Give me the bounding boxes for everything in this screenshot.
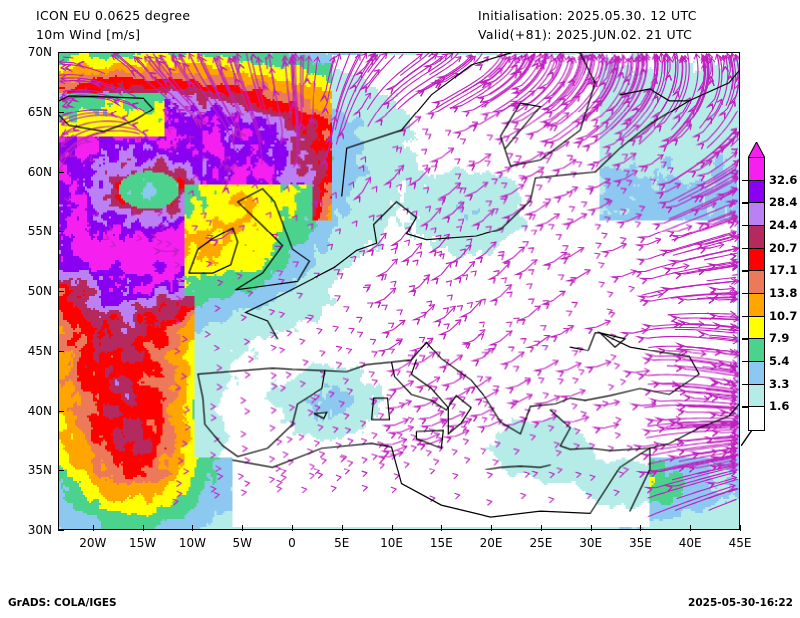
y-tick-label: 50N xyxy=(27,284,52,298)
wind-speed-field xyxy=(59,53,739,529)
colorbar-band xyxy=(749,203,764,226)
colorbar-band xyxy=(749,361,764,385)
x-tick-label: 5W xyxy=(232,536,252,550)
colorbar-tick-label: 7.9 xyxy=(769,331,790,346)
y-tick-mark xyxy=(58,171,64,173)
y-tick-label: 45N xyxy=(27,343,52,358)
colorbar-tick-mark xyxy=(742,383,749,386)
valid-time: Valid(+81): 2025.JUN.02. 21 UTC xyxy=(478,27,693,42)
colorbar-tick-mark xyxy=(742,247,749,250)
colorbar-tick-label: 5.4 xyxy=(769,354,790,368)
colorbar-tick-mark xyxy=(742,225,749,227)
model-title: ICON EU 0.0625 degree xyxy=(36,8,191,23)
colorbar-tick-mark xyxy=(742,406,749,408)
x-tick-mark xyxy=(192,525,194,531)
x-tick-mark xyxy=(391,525,393,531)
x-tick-mark xyxy=(291,525,293,531)
y-tick-mark xyxy=(58,350,64,352)
colorbar-tick-label: 24.4 xyxy=(769,218,798,232)
x-tick-label: 35E xyxy=(629,536,652,550)
variable-title: 10m Wind [m/s] xyxy=(36,27,141,42)
x-tick-mark xyxy=(540,525,542,531)
streamline-layer xyxy=(59,53,739,529)
colorbar-tick-mark xyxy=(742,315,749,318)
x-tick-mark xyxy=(242,525,244,531)
colorbar-band xyxy=(749,339,764,362)
colorbar-band xyxy=(749,225,764,249)
colorbar-tick-label: 28.4 xyxy=(769,195,798,210)
colorbar-tick-label: 10.7 xyxy=(769,308,798,323)
y-tick-label: 35N xyxy=(27,463,52,478)
colorbar[interactable] xyxy=(748,157,765,431)
x-tick-label: 25E xyxy=(529,536,553,550)
y-tick-mark xyxy=(58,231,64,233)
colorbar-tick-mark xyxy=(742,179,749,182)
x-tick-label: 10W xyxy=(178,536,206,550)
colorbar-tick-label: 3.3 xyxy=(769,376,790,391)
colorbar-tick-mark xyxy=(742,293,749,295)
x-tick-label: 20E xyxy=(479,536,503,550)
y-tick-label: 40N xyxy=(27,403,52,418)
x-tick-mark xyxy=(92,525,94,531)
colorbar-band xyxy=(749,271,764,294)
colorbar-band xyxy=(749,180,764,204)
colorbar-tick-mark xyxy=(742,338,749,340)
colorbar-tail-icon xyxy=(741,430,753,446)
y-tick-mark xyxy=(58,291,64,292)
y-tick-mark xyxy=(58,410,64,412)
colorbar-band xyxy=(749,407,764,430)
y-tick-label: 65N xyxy=(27,104,52,119)
colorbar-tick-label: 20.7 xyxy=(769,240,798,255)
x-tick-label: 40E xyxy=(678,536,702,550)
colorbar-tick-mark xyxy=(742,361,749,363)
x-tick-label: 20W xyxy=(79,536,107,550)
colorbar-band xyxy=(749,316,764,340)
colorbar-tick-label: 13.8 xyxy=(769,286,798,300)
x-tick-label: 30E xyxy=(579,536,603,550)
y-tick-label: 70N xyxy=(27,45,52,59)
colorbar-tick-label: 1.6 xyxy=(769,399,790,414)
y-tick-label: 30N xyxy=(27,523,52,537)
colorbar-band xyxy=(749,384,764,408)
x-tick-mark xyxy=(142,525,144,531)
initialisation-time: Initialisation: 2025.05.30. 12 UTC xyxy=(478,8,697,23)
x-tick-label: 5E xyxy=(334,536,350,550)
colorbar-tick-mark xyxy=(742,202,749,204)
y-tick-label: 55N xyxy=(27,224,52,239)
x-tick-mark xyxy=(341,525,343,531)
x-tick-mark xyxy=(441,525,443,531)
x-tick-label: 15W xyxy=(129,536,157,550)
grads-credit: GrADS: COLA/IGES xyxy=(8,597,117,609)
y-tick-label: 60N xyxy=(27,164,52,179)
x-tick-label: 0 xyxy=(288,536,296,550)
render-timestamp: 2025-05-30-16:22 xyxy=(688,597,793,609)
colorbar-band xyxy=(749,158,764,181)
x-tick-mark xyxy=(640,525,642,531)
x-tick-mark xyxy=(740,525,741,531)
colorbar-tick-label: 32.6 xyxy=(769,172,798,187)
colorbar-band xyxy=(749,293,764,317)
x-tick-mark xyxy=(690,525,692,531)
x-tick-label: 15E xyxy=(429,536,453,550)
colorbar-tick-label: 17.1 xyxy=(769,263,798,278)
x-tick-mark xyxy=(491,525,493,531)
x-tick-label: 10E xyxy=(380,536,403,550)
y-tick-mark xyxy=(58,530,64,531)
y-tick-mark xyxy=(58,111,64,113)
x-tick-label: 45E xyxy=(728,536,752,550)
colorbar-arrow-icon xyxy=(748,142,765,158)
wind-map-plot[interactable] xyxy=(58,52,740,530)
y-tick-mark xyxy=(58,52,64,53)
colorbar-band xyxy=(749,248,764,272)
y-tick-mark xyxy=(58,470,64,472)
colorbar-tick-mark xyxy=(742,270,749,272)
x-tick-mark xyxy=(590,525,592,531)
